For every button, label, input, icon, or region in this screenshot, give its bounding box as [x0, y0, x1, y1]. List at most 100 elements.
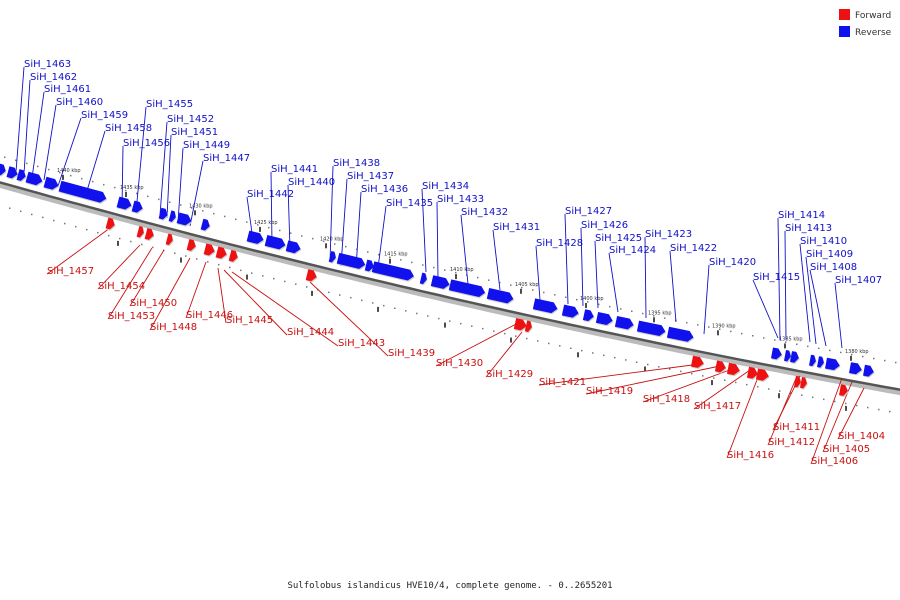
track-dot [884, 359, 886, 362]
track-dot [433, 266, 435, 269]
forward-gene-arrow [165, 233, 174, 247]
gene-label: SiH_1451 [171, 127, 218, 138]
track-dot [708, 326, 710, 328]
leader-line [752, 279, 779, 339]
gene-label: SiH_1457 [47, 266, 94, 277]
leader-line [85, 130, 106, 195]
track-dot [422, 264, 424, 266]
track-dot [59, 171, 61, 174]
track-dot [213, 212, 215, 215]
leader-line [485, 331, 523, 378]
track-dot [823, 398, 825, 401]
reverse-gene-arrow [808, 354, 817, 368]
track-dot [834, 400, 836, 403]
gene-label: SiH_1423 [645, 229, 692, 240]
track-dot [257, 224, 259, 226]
leader-line [166, 134, 172, 219]
leader-line [580, 227, 584, 307]
track-dot [262, 275, 264, 277]
track-dot [31, 213, 33, 216]
track-dot [801, 394, 803, 396]
gene-label: SiH_1418 [643, 394, 690, 405]
genome-caption: Sulfolobus islandicus HVE10/4, complete … [287, 581, 612, 591]
track-dot [438, 317, 440, 320]
leader-line [189, 160, 204, 227]
track-dot [449, 320, 451, 322]
track-dot [730, 330, 732, 333]
reverse-gene-arrow [636, 320, 667, 338]
scale-tick-mark [850, 355, 852, 361]
track-dot [405, 310, 407, 312]
track-dot [658, 366, 660, 368]
scale-tick-mark [784, 343, 786, 349]
forward-gene-arrow [144, 228, 155, 242]
gene-label: SiH_1431 [493, 222, 540, 233]
gene-label: SiH_1445 [226, 315, 273, 326]
track-dot [895, 361, 897, 364]
track-dots [4, 156, 897, 413]
leader-line [129, 249, 165, 307]
scale-tick-label: 1435 kbp [120, 185, 144, 191]
scale-tick-mark [520, 288, 522, 294]
scale-tick-mark [717, 330, 719, 336]
reverse-gene-arrow [6, 166, 19, 180]
track-dot [851, 353, 853, 356]
track-dot [136, 192, 138, 195]
track-dot [471, 325, 473, 327]
track-dot [455, 271, 457, 274]
track-dot [614, 356, 616, 359]
forward-gene-arrow [215, 246, 228, 260]
reverse-gene-arrow [419, 272, 428, 286]
gene-label: SiH_1411 [773, 422, 820, 433]
forward-gene-arrow [746, 366, 759, 380]
leader-line [564, 213, 569, 305]
track-dot [196, 258, 198, 260]
gene-label: SiH_1404 [838, 431, 885, 442]
reverse-gene-arrow [285, 240, 302, 255]
leader-line [837, 387, 865, 440]
reverse-gene-arrow [783, 349, 792, 363]
gene-label: SiH_1452 [167, 114, 214, 125]
track-dot [48, 168, 50, 171]
track-dot [361, 299, 363, 302]
forward-gene-arrow [513, 318, 528, 332]
leader-line [97, 244, 141, 290]
track-dot [570, 347, 572, 349]
scale-tick-mark [311, 290, 313, 296]
reverse-gene-arrow [176, 212, 193, 227]
leader-line [594, 240, 599, 309]
track-dot [807, 345, 809, 348]
scale-tick-label: 1425 kbp [254, 220, 278, 226]
track-dot [229, 266, 231, 269]
track-dot [818, 347, 820, 350]
legend-forward-label: Forward [855, 11, 891, 21]
gene-label: SiH_1460 [56, 97, 103, 108]
reverse-gene-arrow [328, 250, 337, 264]
reverse-gene-arrow [666, 326, 695, 343]
track-dot [532, 289, 534, 291]
track-dot [790, 392, 792, 394]
reverse-gene-arrow [825, 357, 841, 372]
track-dot [240, 269, 242, 272]
track-dot [642, 312, 644, 315]
gene-label: SiH_1448 [150, 322, 197, 333]
leader-line [784, 230, 787, 341]
gene-label: SiH_1449 [183, 140, 230, 151]
scale-tick-mark [325, 243, 327, 249]
track-dot [510, 284, 512, 286]
track-dot [812, 396, 814, 399]
track-dot [152, 246, 154, 249]
track-dot [130, 240, 132, 243]
gene-label: SiH_1444 [287, 327, 334, 338]
gene-label: SiH_1438 [333, 158, 380, 169]
track-dot [334, 243, 336, 245]
track-dot [185, 255, 187, 257]
leader-line [435, 321, 521, 367]
leader-line [217, 267, 227, 324]
track-dot [218, 263, 220, 266]
gene-label: SiH_1436 [361, 184, 408, 195]
reverse-gene-arrow [116, 196, 133, 211]
reverse-gene-arrow [789, 351, 800, 364]
leader-line [31, 91, 45, 179]
track-dot [504, 332, 506, 335]
